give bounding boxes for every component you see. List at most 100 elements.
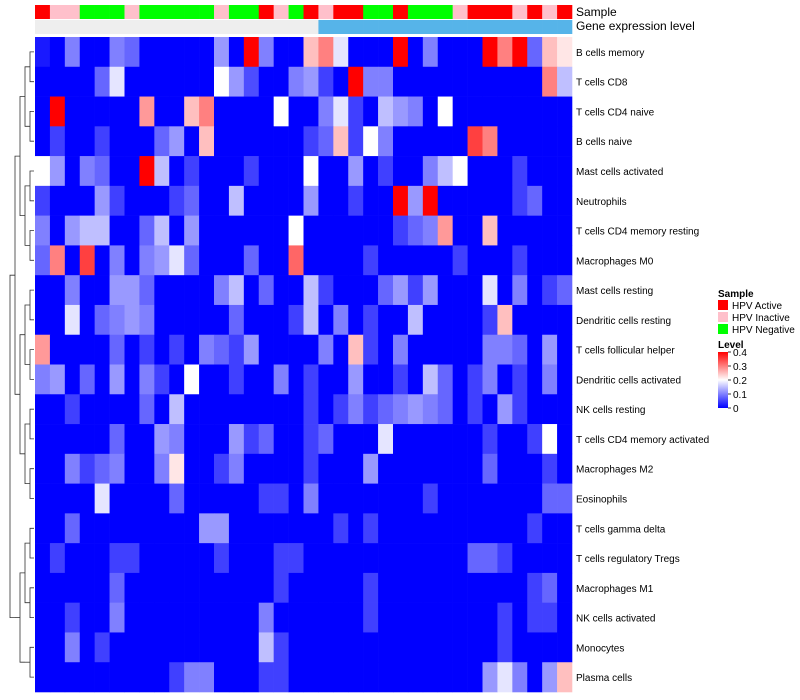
heatmap-cell <box>318 483 334 514</box>
heatmap-cell <box>378 364 394 395</box>
heatmap-cell <box>542 394 558 425</box>
heatmap-cell <box>109 572 125 603</box>
heatmap-cell <box>437 394 453 425</box>
sample-anno-cell <box>288 5 304 19</box>
heatmap-cell <box>467 96 483 127</box>
heatmap-cell <box>318 543 334 574</box>
sample-anno-cell <box>363 5 379 19</box>
gene-anno-cell <box>49 20 66 34</box>
heatmap-cell <box>333 66 349 97</box>
heatmap-cell <box>378 245 394 276</box>
heatmap-cell <box>79 394 95 425</box>
heatmap-cell <box>393 513 409 544</box>
heatmap-cell <box>482 304 498 336</box>
heatmap-cell <box>422 126 439 157</box>
heatmap-cell <box>35 513 51 544</box>
heatmap-cell <box>348 96 364 127</box>
level-tick-label: 0.2 <box>733 376 747 387</box>
heatmap-cell <box>407 245 424 276</box>
heatmap-cell <box>49 156 66 187</box>
heatmap-cell <box>243 424 260 455</box>
heatmap-cell <box>169 126 185 157</box>
dendrogram-branch <box>29 111 34 142</box>
heatmap-cell <box>49 37 66 68</box>
heatmap-cell <box>333 572 349 603</box>
heatmap-cell <box>273 156 289 187</box>
heatmap-cell <box>422 215 439 246</box>
sample-anno-cell <box>407 5 424 19</box>
heatmap-cell <box>527 453 543 484</box>
heatmap-cell <box>542 245 558 276</box>
gene-anno-cell <box>512 20 528 34</box>
heatmap-cell <box>124 304 140 336</box>
heatmap-cell <box>35 66 51 97</box>
heatmap-cell <box>79 96 95 127</box>
heatmap-cell <box>35 126 51 157</box>
heatmap-cell <box>79 662 95 693</box>
gene-anno-cell <box>79 20 95 34</box>
heatmap-cell <box>94 632 110 663</box>
heatmap-cell <box>288 543 304 574</box>
heatmap-cell <box>79 632 95 663</box>
sample-anno-cell <box>228 5 245 19</box>
heatmap-cell <box>214 275 230 306</box>
heatmap-cell <box>273 96 289 127</box>
heatmap-cell <box>214 66 230 97</box>
heatmap-cell <box>318 572 334 603</box>
heatmap-cell <box>79 543 95 574</box>
heatmap-cell <box>348 185 364 216</box>
heatmap-cell <box>363 632 379 663</box>
heatmap-cell <box>452 126 468 157</box>
heatmap-cell <box>542 543 558 574</box>
heatmap-cell <box>288 245 304 276</box>
heatmap-cell <box>303 483 319 514</box>
heatmap-cell <box>94 364 110 395</box>
heatmap-cell <box>79 602 95 633</box>
sample-anno-cell <box>184 5 200 19</box>
heatmap-cell <box>124 185 140 216</box>
heatmap-cell <box>109 543 125 574</box>
heatmap-cell <box>243 37 260 68</box>
heatmap-cell <box>482 334 498 365</box>
heatmap-cell <box>94 126 110 157</box>
heatmap-cell <box>303 513 319 544</box>
dendrogram-branch <box>29 349 34 380</box>
heatmap-cell <box>407 304 424 336</box>
heatmap-cell <box>363 66 379 97</box>
heatmap-cell <box>333 185 349 216</box>
gene-anno-cell <box>258 20 274 34</box>
heatmap-cell <box>94 483 110 514</box>
heatmap-cell <box>542 453 558 484</box>
heatmap-cell <box>452 662 468 693</box>
heatmap-cell <box>363 572 379 603</box>
heatmap-cell <box>452 185 468 216</box>
heatmap-cell <box>109 96 125 127</box>
heatmap-cell <box>497 37 513 68</box>
heatmap-cell <box>273 483 289 514</box>
heatmap-cell <box>273 453 289 484</box>
heatmap-cell <box>288 215 304 246</box>
heatmap-cell <box>422 424 439 455</box>
heatmap-cell <box>437 602 453 633</box>
heatmap-cell <box>184 156 200 187</box>
gene-anno-cell <box>154 20 170 34</box>
heatmap-cell <box>154 126 170 157</box>
heatmap-cell <box>273 513 289 544</box>
heatmap-cell <box>214 126 230 157</box>
heatmap-cell <box>214 453 230 484</box>
heatmap-cell <box>228 662 245 693</box>
legend-label-hpv-active: HPV Active <box>732 301 782 312</box>
heatmap-cell <box>35 572 51 603</box>
sample-anno-cell <box>393 5 409 19</box>
heatmap-cell <box>452 96 468 127</box>
heatmap-cell <box>288 275 304 306</box>
heatmap-cell <box>363 185 379 216</box>
heatmap-cell <box>169 364 185 395</box>
heatmap-cell <box>348 66 364 97</box>
heatmap-cell <box>139 424 155 455</box>
heatmap-cell <box>109 334 125 365</box>
heatmap-cell <box>169 334 185 365</box>
heatmap-cell <box>273 632 289 663</box>
heatmap-cell <box>139 483 155 514</box>
